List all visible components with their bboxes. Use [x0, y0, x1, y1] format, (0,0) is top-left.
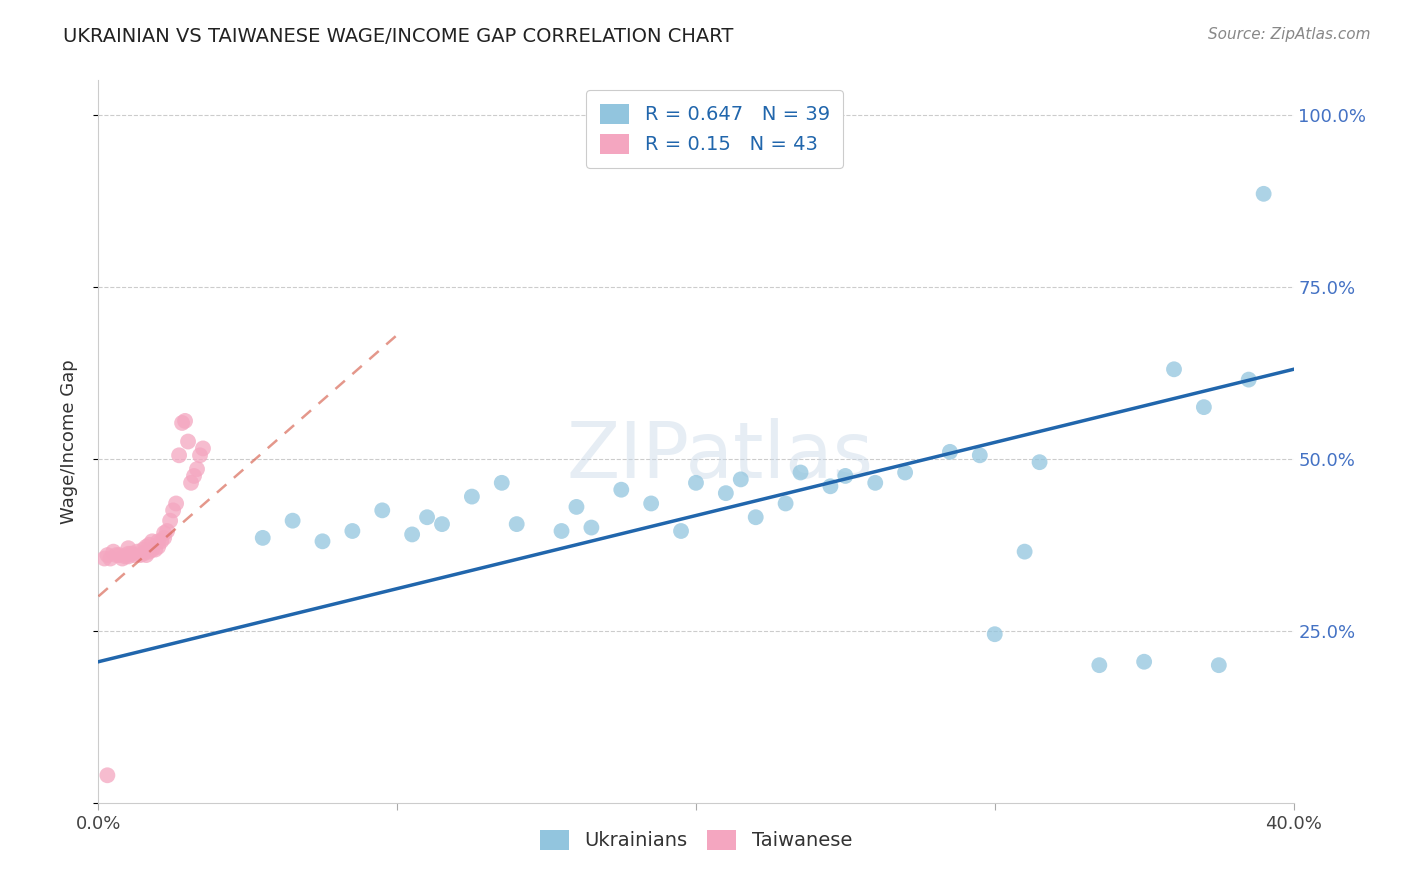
Point — [1163, 362, 1185, 376]
Point — [120, 547, 142, 561]
Point — [191, 442, 214, 456]
Point — [167, 448, 190, 462]
Point — [1088, 658, 1111, 673]
Point — [342, 524, 364, 538]
Text: UKRAINIAN VS TAIWANESE WAGE/INCOME GAP CORRELATION CHART: UKRAINIAN VS TAIWANESE WAGE/INCOME GAP C… — [63, 27, 734, 45]
Point — [820, 479, 842, 493]
Point — [114, 549, 136, 564]
Point — [581, 520, 603, 534]
Point — [156, 524, 179, 538]
Point — [135, 540, 157, 554]
Text: ZIPatlas: ZIPatlas — [567, 418, 873, 494]
Point — [143, 542, 166, 557]
Point — [565, 500, 588, 514]
Point — [148, 540, 170, 554]
Point — [150, 534, 173, 549]
Point — [186, 462, 208, 476]
Point — [416, 510, 439, 524]
Point — [111, 551, 134, 566]
Point — [177, 434, 200, 449]
Point — [96, 548, 118, 562]
Point — [430, 517, 453, 532]
Point — [132, 542, 155, 557]
Point — [311, 534, 333, 549]
Point — [135, 548, 157, 562]
Legend: Ukrainians, Taiwanese: Ukrainians, Taiwanese — [531, 822, 860, 858]
Point — [714, 486, 737, 500]
Point — [865, 475, 887, 490]
Point — [371, 503, 394, 517]
Point — [789, 466, 811, 480]
Point — [1028, 455, 1050, 469]
Point — [610, 483, 633, 497]
Text: Source: ZipAtlas.com: Source: ZipAtlas.com — [1208, 27, 1371, 42]
Point — [1014, 544, 1036, 558]
Point — [183, 469, 205, 483]
Point — [640, 496, 662, 510]
Point — [124, 548, 146, 562]
Point — [745, 510, 768, 524]
Point — [141, 542, 163, 557]
Point — [141, 534, 163, 549]
Point — [894, 466, 917, 480]
Point — [461, 490, 484, 504]
Point — [1133, 655, 1156, 669]
Point — [1253, 186, 1275, 201]
Point — [103, 544, 125, 558]
Point — [117, 547, 139, 561]
Point — [148, 534, 170, 549]
Point — [162, 503, 184, 517]
Point — [775, 496, 797, 510]
Point — [117, 549, 139, 564]
Point — [93, 551, 115, 566]
Point — [98, 551, 122, 566]
Point — [96, 768, 118, 782]
Point — [1208, 658, 1230, 673]
Y-axis label: Wage/Income Gap: Wage/Income Gap — [59, 359, 77, 524]
Point — [159, 514, 181, 528]
Point — [252, 531, 274, 545]
Point — [153, 531, 176, 545]
Point — [188, 448, 211, 462]
Point — [401, 527, 423, 541]
Point — [491, 475, 513, 490]
Point — [984, 627, 1007, 641]
Point — [669, 524, 692, 538]
Point — [969, 448, 991, 462]
Point — [281, 514, 304, 528]
Point — [132, 547, 155, 561]
Point — [108, 548, 131, 562]
Point — [165, 496, 187, 510]
Point — [1192, 400, 1215, 414]
Point — [506, 517, 529, 532]
Point — [939, 445, 962, 459]
Point — [138, 544, 160, 558]
Point — [1237, 373, 1260, 387]
Point — [129, 548, 152, 562]
Point — [127, 544, 149, 558]
Point — [138, 538, 160, 552]
Point — [834, 469, 856, 483]
Point — [550, 524, 572, 538]
Point — [180, 475, 202, 490]
Point — [105, 548, 128, 562]
Point — [730, 472, 752, 486]
Point — [153, 526, 176, 541]
Point — [685, 475, 707, 490]
Point — [172, 416, 194, 430]
Point — [174, 414, 197, 428]
Point — [117, 541, 139, 556]
